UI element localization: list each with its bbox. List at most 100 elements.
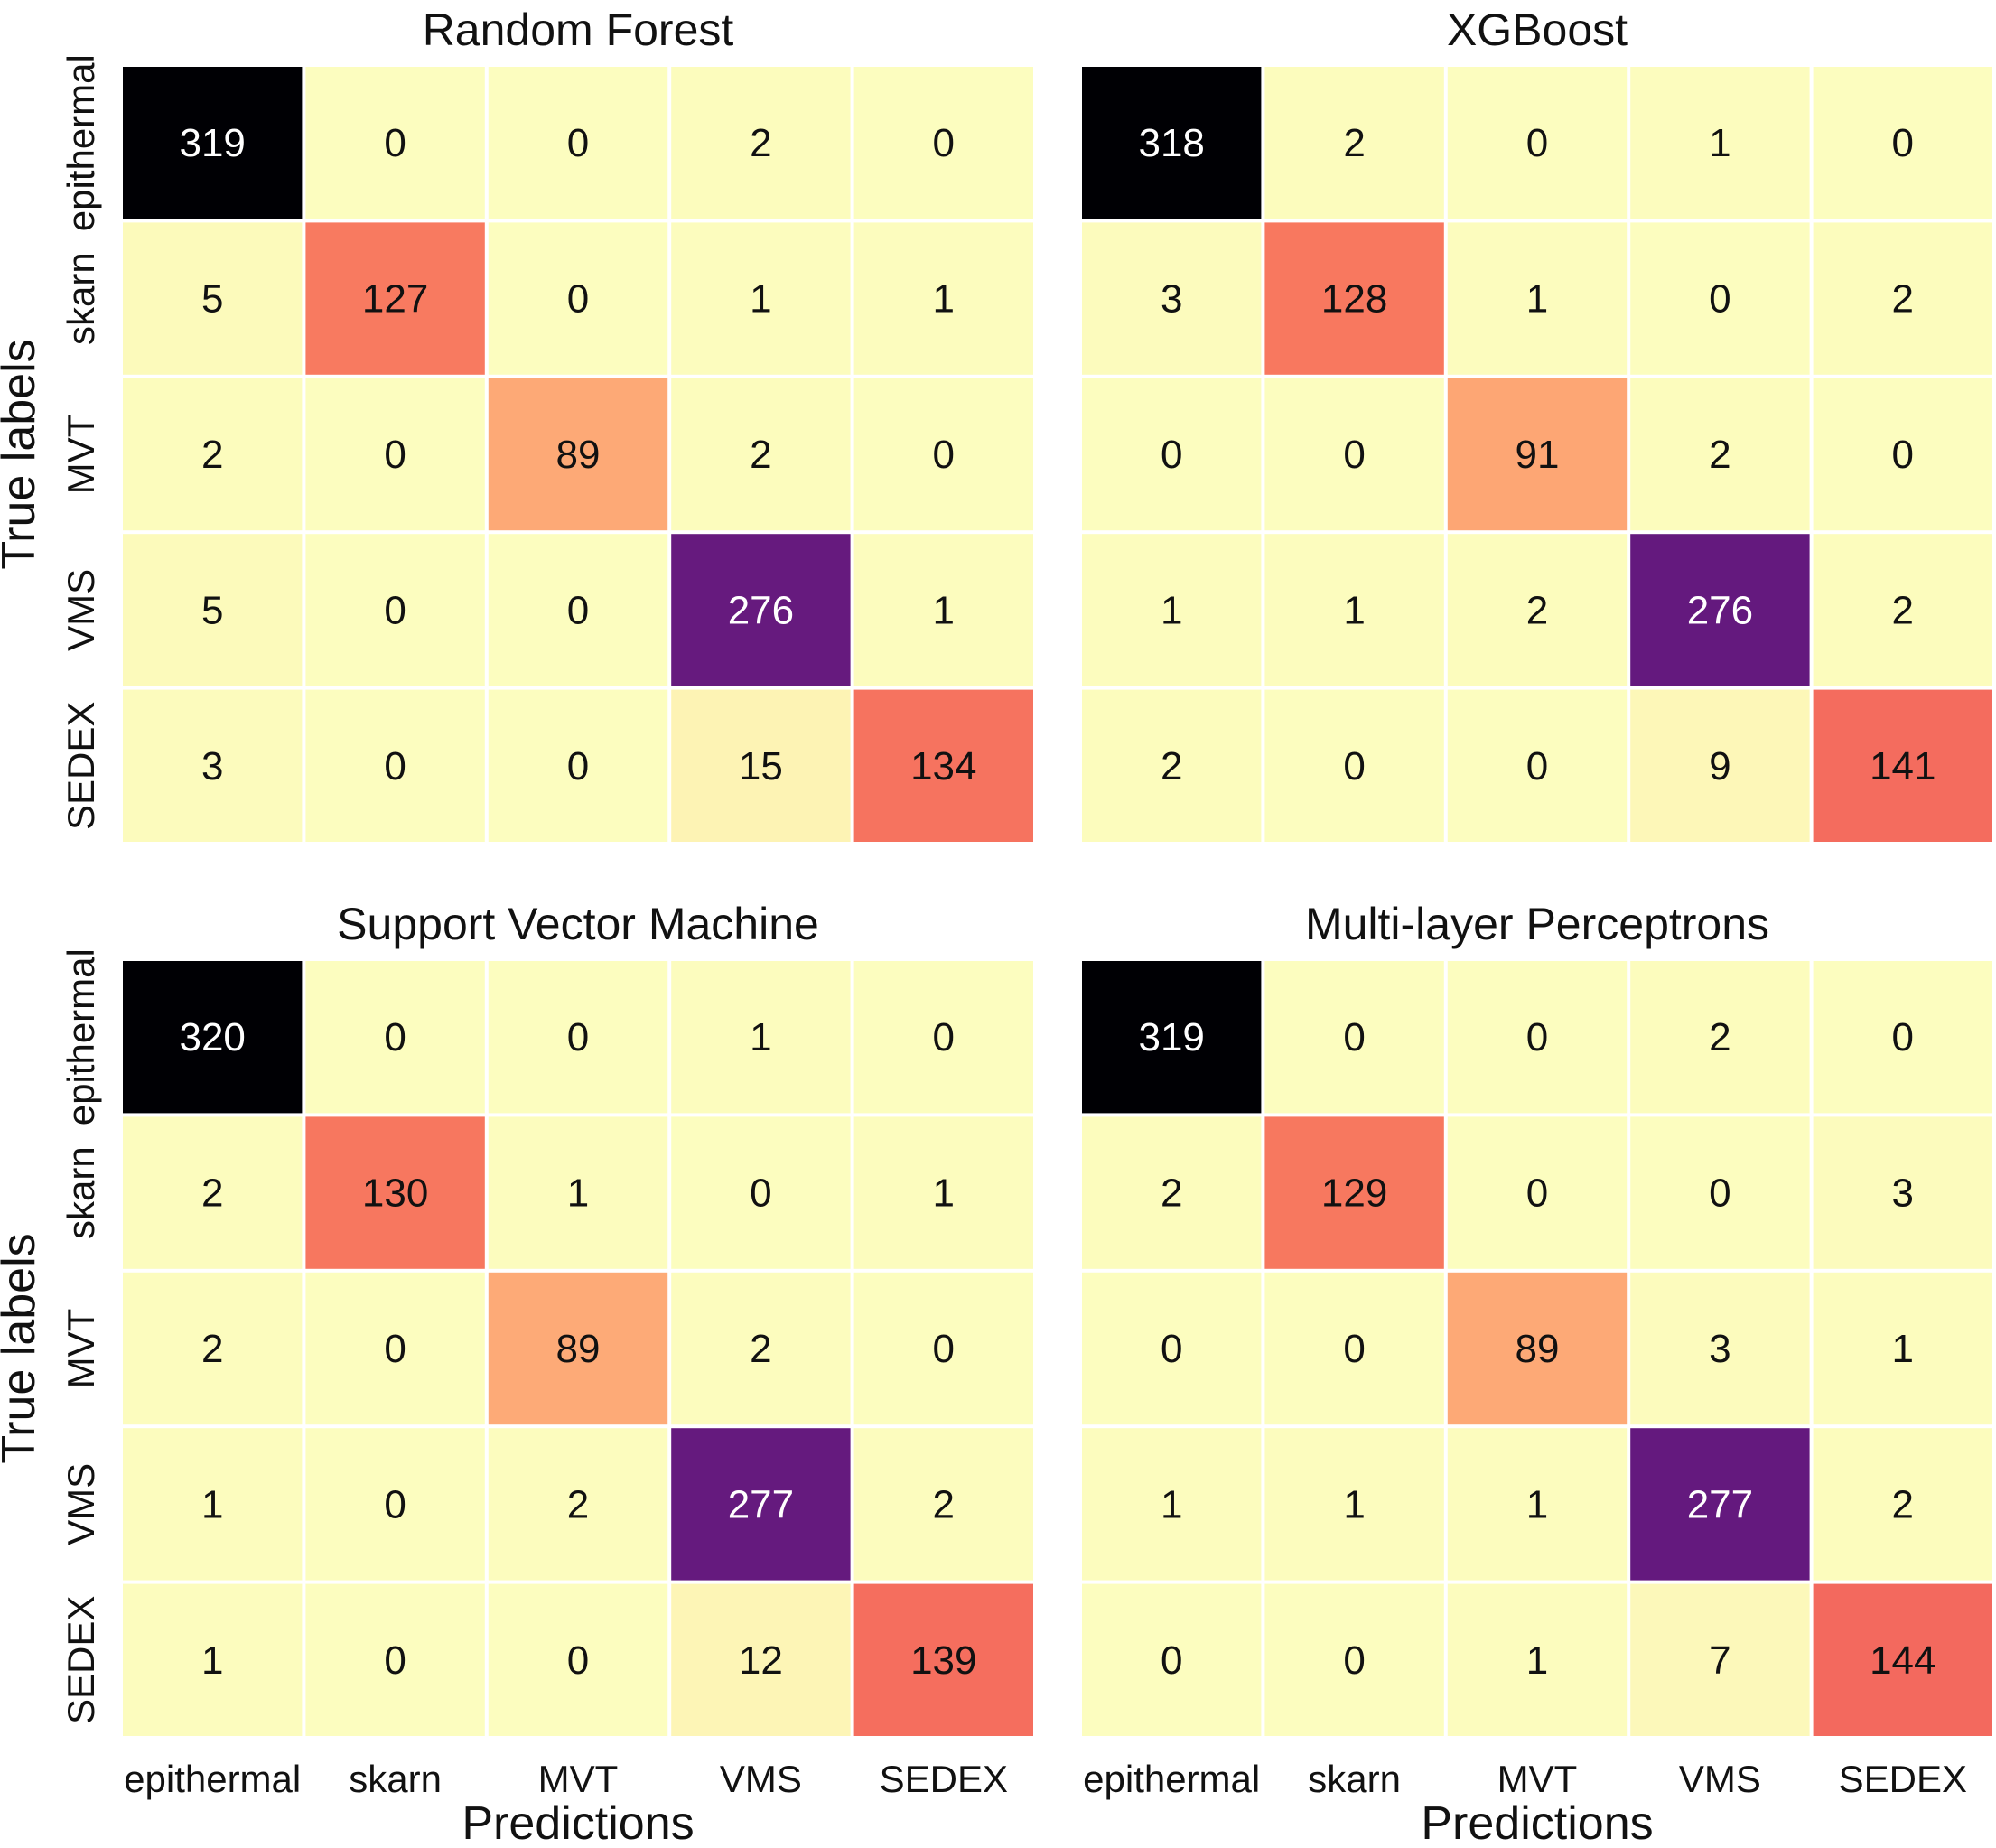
heatmap-cell [671,1272,851,1425]
heatmap-cell [488,1116,668,1269]
cell-value-label: 318 [1138,121,1204,165]
x-tick-label: skarn [349,1758,442,1800]
heatmap-cell [853,1428,1033,1581]
cell-value-label: 1 [201,1482,223,1526]
y-axis-label: True labels [0,339,45,569]
cell-value-label: 0 [567,1638,589,1683]
y-tick-label: skarn [60,252,102,345]
heatmap-cell [1813,67,1992,219]
heatmap-cell [123,534,303,686]
heatmap-cell [488,1583,668,1736]
heatmap-cell [671,534,851,686]
heatmap-cell [1630,689,1810,842]
heatmap-cell [1447,378,1628,531]
heatmap-cell [488,67,668,219]
cell-value-label: 1 [750,277,771,322]
cell-value-label: 1 [567,1171,589,1216]
heatmap-cell [671,67,851,219]
cell-value-label: 1 [1526,1638,1548,1683]
y-tick-label: SEDEX [60,702,102,830]
heatmap-panel-2: 318 2 0 1 0 3 128 1 0 2 0 0 91 2 0 1 1 2 276 2 2 0 0 9 141 XGBoos… [1082,5,1992,842]
cell-value-label: 0 [384,744,406,789]
x-axis-label: Predictions [462,1797,694,1848]
cell-value-label: 0 [1526,744,1548,789]
heatmap-cell [305,961,485,1114]
cell-value-label: 0 [750,1171,771,1216]
heatmap-cell [1630,1583,1810,1736]
heatmap-cell [671,222,851,375]
cell-value-label: 2 [933,1482,955,1526]
cell-value-label: 0 [1526,121,1548,165]
cell-value-label: 0 [567,121,589,165]
cell-value-label: 2 [1343,121,1365,165]
x-axis-label: Predictions [1421,1797,1653,1848]
heatmap-cell [853,1583,1033,1736]
heatmap-cell [671,378,851,531]
heatmap-cell [1813,1583,1992,1736]
cell-value-label: 0 [384,121,406,165]
heatmap-cell [853,222,1033,375]
cell-value-label: 1 [750,1015,771,1059]
cell-value-label: 320 [179,1015,245,1059]
x-tick-label: SEDEX [880,1758,1008,1800]
cell-value-label: 0 [1343,1638,1365,1683]
cell-value-label: 0 [1709,1171,1730,1216]
x-tick-label: VMS [1679,1758,1761,1800]
cell-value-label: 1 [1343,1482,1365,1526]
heatmap-cell [1630,67,1810,219]
heatmap-cell [1082,534,1262,686]
heatmap-cell [1264,1583,1444,1736]
cell-value-label: 3 [201,744,223,789]
panel-title: Random Forest [423,5,734,55]
heatmap-cell [1813,1116,1992,1269]
cell-value-label: 3 [1892,1171,1914,1216]
heatmap-cell [1264,67,1444,219]
cell-value-label: 2 [750,433,771,477]
cell-value-label: 0 [1161,433,1182,477]
cell-value-label: 128 [1321,277,1387,322]
heatmap-cell [1264,534,1444,686]
cell-value-label: 1 [1526,1482,1548,1526]
cell-value-label: 1 [933,1171,955,1216]
cell-value-label: 0 [384,588,406,632]
cell-value-label: 2 [1709,433,1730,477]
cell-value-label: 15 [739,744,783,789]
heatmap-cell [488,961,668,1114]
heatmap-cell [123,1116,303,1269]
cell-value-label: 319 [1138,1015,1204,1059]
heatmap-cell [853,378,1033,531]
x-tick-label: skarn [1308,1758,1401,1800]
heatmap-cell [671,1428,851,1581]
heatmap-cell [1630,1272,1810,1425]
cell-value-label: 1 [933,588,955,632]
y-tick-label: epithermal [60,948,102,1125]
heatmap-cell [1082,961,1262,1114]
heatmap-cell [1447,534,1628,686]
heatmap-cell [488,378,668,531]
y-tick-label: MVT [60,415,102,495]
cell-value-label: 0 [384,1327,406,1371]
heatmap-cell [1630,961,1810,1114]
y-tick-label: VMS [60,569,102,651]
heatmap-cell [488,689,668,842]
cell-value-label: 0 [384,433,406,477]
heatmap-cell [853,1116,1033,1269]
cell-value-label: 144 [1870,1638,1935,1683]
cell-value-label: 89 [556,433,601,477]
heatmap-cell [1082,222,1262,375]
cell-value-label: 1 [1161,588,1182,632]
cell-value-label: 130 [362,1171,428,1216]
heatmap-cell [853,689,1033,842]
cell-value-label: 2 [201,1171,223,1216]
heatmap-cell [853,1272,1033,1425]
cell-value-label: 2 [1892,1482,1914,1526]
heatmap-cell [305,67,485,219]
cell-value-label: 1 [933,277,955,322]
cell-value-label: 0 [1892,1015,1914,1059]
heatmap-cell [1082,1428,1262,1581]
heatmap-cell [1813,689,1992,842]
cell-value-label: 2 [750,121,771,165]
cell-value-label: 5 [201,588,223,632]
y-tick-label: epithermal [60,54,102,231]
cell-value-label: 2 [201,433,223,477]
